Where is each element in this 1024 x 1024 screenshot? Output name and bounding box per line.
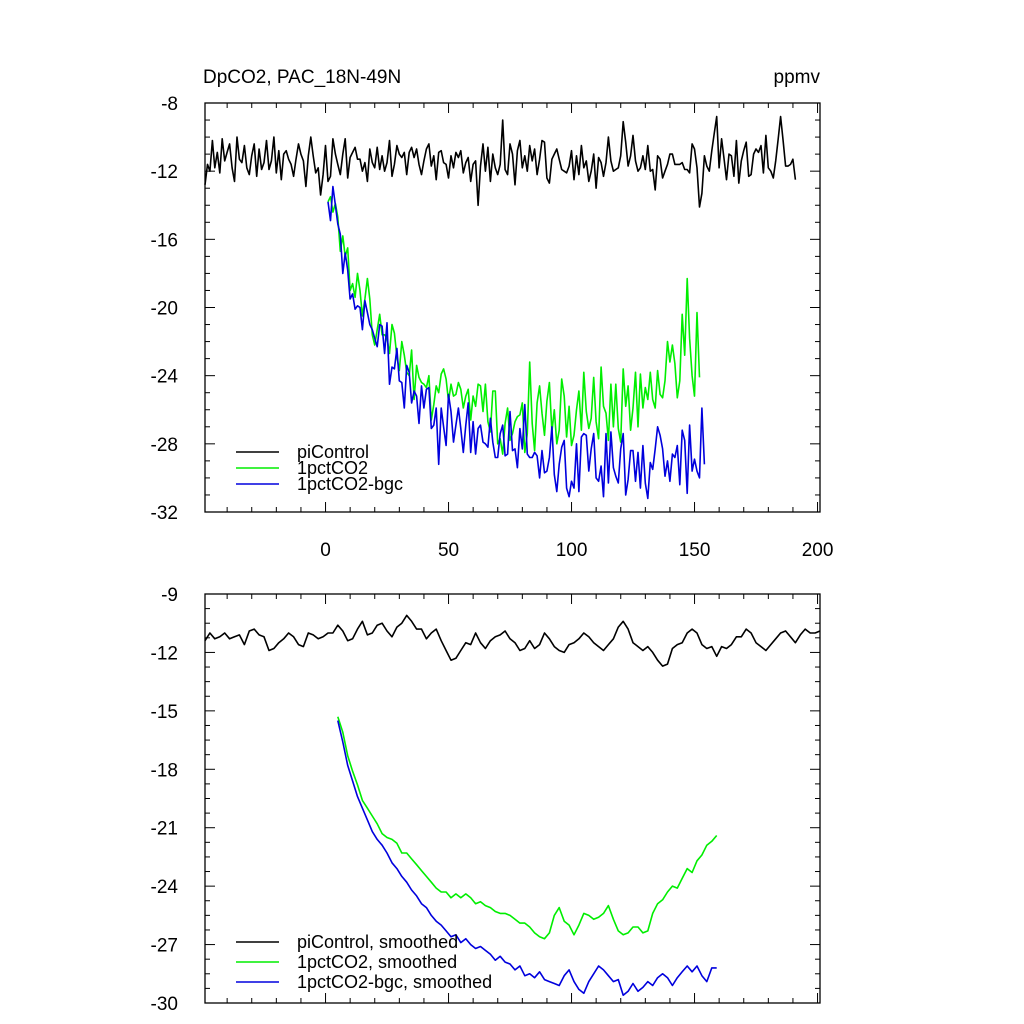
y-tick-label: -15 [151,702,178,723]
legend-label: 1pctCO2-bgc [297,474,403,494]
y-tick-label: -27 [151,936,178,957]
series-line-1pctco2-smoothed [337,716,718,940]
y-tick-label: -24 [151,367,179,388]
y-tick-label: -24 [151,877,179,898]
x-tick-label: 200 [802,540,834,561]
series-line-picontrol [204,115,797,208]
series-line-1pctco2-bgc-smoothed [337,720,717,997]
series-line-1pctco2-bgc [327,185,706,500]
units-label: ppmv [774,67,821,88]
legend-label: 1pctCO2-bgc, smoothed [297,972,492,992]
y-tick-label: -16 [151,230,178,251]
y-tick-label: -9 [161,585,178,606]
y-tick-label: -32 [151,503,178,524]
x-tick-label: 0 [320,540,331,561]
y-tick-label: -21 [151,819,178,840]
bottom-panel: -9 -12 -15 -18 -21 -24 -27 -30 piControl, smooth… [151,585,821,1015]
y-tick-label: -28 [151,435,178,456]
y-tick-label: -20 [151,299,178,320]
top-panel: 0 50 100 150 200 -8 -12 -16 -20 -24 -28 -32 piContro… [151,94,834,561]
legend-label: piControl [297,442,369,462]
legend-label: piControl, smoothed [297,932,458,952]
y-tick-label: -18 [151,760,178,781]
x-tick-label: 100 [556,540,588,561]
y-tick-label: -12 [151,643,178,664]
series-line-1pctco2 [327,195,701,455]
y-tick-label: -30 [151,994,178,1015]
series-line-picontrol-smoothed [204,614,821,667]
x-tick-label: 50 [438,540,459,561]
legend-label: 1pctCO2, smoothed [297,952,457,972]
y-tick-label: -12 [151,162,178,183]
y-tick-label: -8 [161,94,178,115]
legend-label: 1pctCO2 [297,458,368,478]
chart-title: DpCO2, PAC_18N-49N [203,67,401,88]
x-tick-label: 150 [679,540,711,561]
